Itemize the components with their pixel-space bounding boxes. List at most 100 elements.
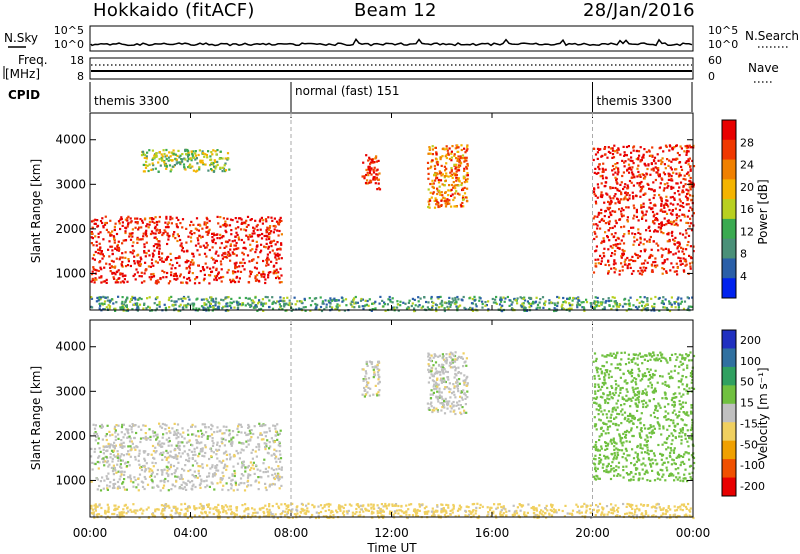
data-cell <box>136 217 139 220</box>
data-cell <box>192 150 195 153</box>
data-cell <box>673 302 676 305</box>
data-cell <box>213 472 216 475</box>
data-cell <box>638 174 641 177</box>
data-cell <box>623 298 626 301</box>
data-cell <box>626 169 629 172</box>
data-cell <box>610 363 613 366</box>
data-cell <box>603 185 606 188</box>
data-cell <box>266 470 269 473</box>
data-cell <box>140 465 143 469</box>
data-cell <box>224 169 228 172</box>
data-cell <box>678 193 681 196</box>
data-cell <box>262 471 265 474</box>
data-cell <box>429 403 432 406</box>
data-cell <box>222 425 225 428</box>
data-cell <box>665 223 668 226</box>
data-cell <box>277 257 281 260</box>
data-cell <box>632 195 635 198</box>
data-cell <box>244 229 248 232</box>
data-cell <box>445 353 448 356</box>
data-cell <box>253 227 256 230</box>
data-cell <box>454 302 457 306</box>
data-cell <box>183 486 186 489</box>
data-cell <box>621 252 624 255</box>
data-cell <box>364 375 367 378</box>
data-cell <box>216 430 219 433</box>
data-cell <box>175 437 178 440</box>
data-cell <box>676 203 679 206</box>
data-cell <box>683 473 686 476</box>
data-cell <box>443 148 446 151</box>
data-cell <box>121 272 124 275</box>
data-cell <box>373 302 376 305</box>
data-cell <box>219 477 222 480</box>
data-cell <box>345 304 348 307</box>
data-cell <box>376 188 379 191</box>
data-cell <box>236 303 239 306</box>
data-cell <box>96 488 99 491</box>
data-cell <box>167 456 170 459</box>
data-cell <box>648 255 651 258</box>
data-cell <box>363 395 366 398</box>
data-cell <box>431 148 434 151</box>
data-cell <box>608 220 611 223</box>
data-cell <box>599 262 602 265</box>
data-cell <box>366 364 369 367</box>
data-cell <box>674 252 677 255</box>
data-cell <box>642 301 645 304</box>
data-cell <box>436 371 439 374</box>
data-cell <box>603 454 606 457</box>
data-cell <box>191 154 194 157</box>
data-cell <box>288 302 291 305</box>
data-cell <box>623 302 626 305</box>
data-cell <box>442 364 445 367</box>
data-cell <box>182 276 186 279</box>
data-cell <box>568 309 571 313</box>
data-cell <box>391 306 395 309</box>
data-cell <box>260 433 263 436</box>
data-cell <box>453 354 456 357</box>
data-cell <box>433 164 436 168</box>
data-cell <box>616 246 619 249</box>
data-cell <box>638 255 642 258</box>
data-cell <box>264 445 267 449</box>
data-cell <box>680 165 683 168</box>
data-cell <box>450 183 454 187</box>
data-cell <box>612 305 615 308</box>
data-cell <box>662 268 666 271</box>
data-cell <box>273 252 276 255</box>
data-cell <box>632 391 635 394</box>
data-cell <box>157 244 160 247</box>
data-cell <box>445 147 448 150</box>
data-cell <box>114 307 117 310</box>
data-cell <box>101 217 104 220</box>
data-cell <box>435 177 438 180</box>
data-cell <box>690 185 693 188</box>
data-cell <box>122 309 125 312</box>
data-cell <box>112 478 116 481</box>
data-cell <box>634 233 637 236</box>
data-cell <box>506 295 509 299</box>
data-cell <box>605 371 609 374</box>
data-cell <box>182 431 185 434</box>
data-cell <box>162 260 165 263</box>
data-cell <box>170 267 173 270</box>
data-cell <box>462 205 465 208</box>
data-cell <box>576 301 579 304</box>
data-cell <box>436 410 440 413</box>
data-cell <box>158 151 161 154</box>
data-cell <box>431 185 434 188</box>
data-cell <box>263 431 266 434</box>
data-cell <box>271 473 274 477</box>
data-cell <box>214 160 217 163</box>
data-cell <box>635 215 638 218</box>
data-cell <box>267 466 270 469</box>
data-cell <box>156 261 159 264</box>
data-cell <box>259 228 262 231</box>
data-cell <box>623 233 626 236</box>
data-cell <box>120 263 123 266</box>
data-cell <box>200 480 203 483</box>
data-cell <box>647 164 650 167</box>
data-cell <box>272 225 275 228</box>
data-cell <box>440 204 443 207</box>
